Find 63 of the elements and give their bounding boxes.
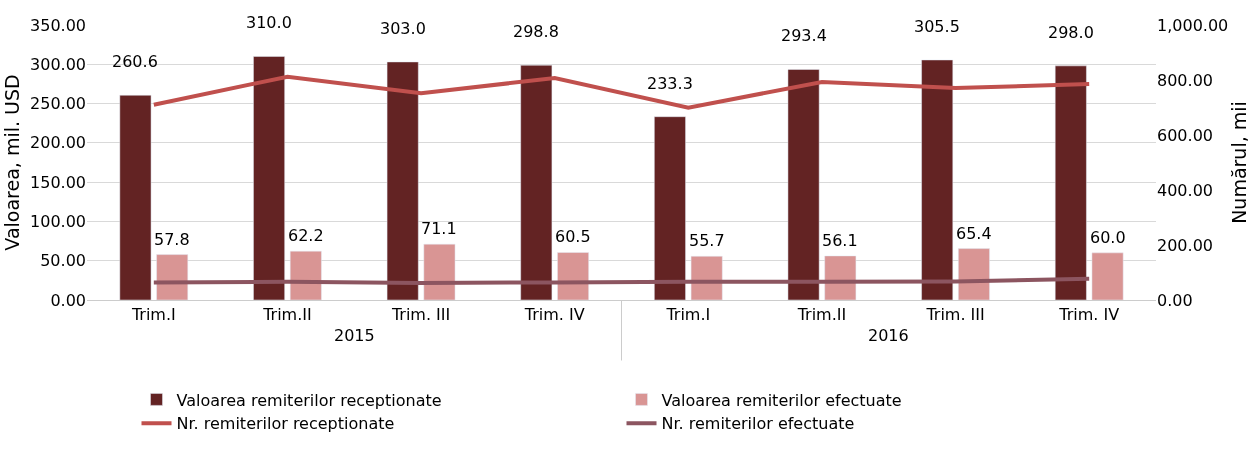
bar	[423, 243, 456, 300]
data-label: 303.0	[380, 19, 426, 38]
data-label: 71.1	[421, 219, 457, 238]
y2-tick-label: 1,000.00	[1157, 15, 1229, 35]
y-tick-label: 50.00	[40, 251, 86, 271]
y2-tick-label: 600.00	[1157, 125, 1213, 145]
data-label: 260.6	[112, 52, 158, 71]
y-tick-label: 0.00	[50, 290, 86, 310]
text: 2015	[334, 326, 375, 345]
legend-label: Valoarea remiterilor receptionate	[176, 390, 442, 410]
x-tick-label: Trim. III	[925, 305, 985, 325]
x-tick-label: Trim.II	[262, 305, 312, 325]
y2-tick-label: 400.00	[1157, 180, 1213, 200]
line-series	[151, 74, 1092, 110]
data-label: 57.8	[154, 230, 190, 249]
y-tick-label: 350.00	[30, 15, 86, 35]
bar	[557, 252, 589, 300]
y2-axis-title: Numărul, mii	[1228, 101, 1251, 224]
y-tick-label: 150.00	[30, 172, 86, 192]
bar	[289, 250, 322, 300]
bar	[520, 64, 553, 300]
bar	[1091, 252, 1124, 300]
x-tick-label: Trim. III	[390, 305, 451, 325]
x-tick-label: Trim.I	[130, 305, 176, 325]
legend-label: Nr. remiterilor receptionate	[176, 414, 395, 434]
bar	[958, 248, 990, 300]
data-label: 233.3	[647, 74, 693, 93]
text: 2016	[868, 326, 909, 345]
data-label: 60.5	[555, 227, 591, 246]
data-label: 298.0	[1048, 23, 1094, 42]
data-label: 65.4	[956, 224, 992, 243]
x-tick-label: Trim. IV	[1058, 305, 1120, 325]
x-tick-label: Trim.I	[665, 305, 711, 325]
data-label: 305.5	[914, 17, 960, 36]
data-label: 62.2	[288, 226, 324, 245]
data-label: 60.0	[1090, 228, 1126, 247]
y2-tick-label: 800.00	[1157, 70, 1213, 90]
data-label: 55.7	[689, 231, 725, 250]
y-tick-label: 200.00	[30, 133, 86, 153]
bar	[386, 61, 419, 300]
y-tick-label: 300.00	[30, 54, 86, 74]
bar	[1054, 65, 1087, 300]
data-label: 56.1	[822, 231, 858, 250]
bar	[787, 69, 820, 300]
bar	[156, 254, 189, 300]
y-tick-label: 250.00	[30, 94, 86, 114]
y-tick-label: 100.00	[30, 212, 86, 232]
bar	[119, 94, 152, 300]
legend-label: Nr. remiterilor efectuate	[661, 414, 855, 434]
y2-tick-label: 200.00	[1157, 235, 1213, 255]
data-label: 293.4	[781, 26, 827, 45]
legend-label: Valoarea remiterilor efectuate	[661, 390, 902, 410]
bar	[690, 255, 723, 300]
x-tick-label: Trim.II	[796, 305, 847, 325]
bar	[824, 255, 857, 300]
x-tick-label: Trim. IV	[523, 305, 585, 325]
bar	[253, 56, 285, 300]
data-label: 310.0	[246, 13, 292, 32]
bar	[654, 116, 686, 300]
y-axis-title: Valoarea, mil. USD	[0, 74, 23, 251]
y2-tick-label: 0.00	[1157, 290, 1193, 310]
data-label: 298.8	[513, 22, 559, 41]
bar	[921, 59, 954, 300]
